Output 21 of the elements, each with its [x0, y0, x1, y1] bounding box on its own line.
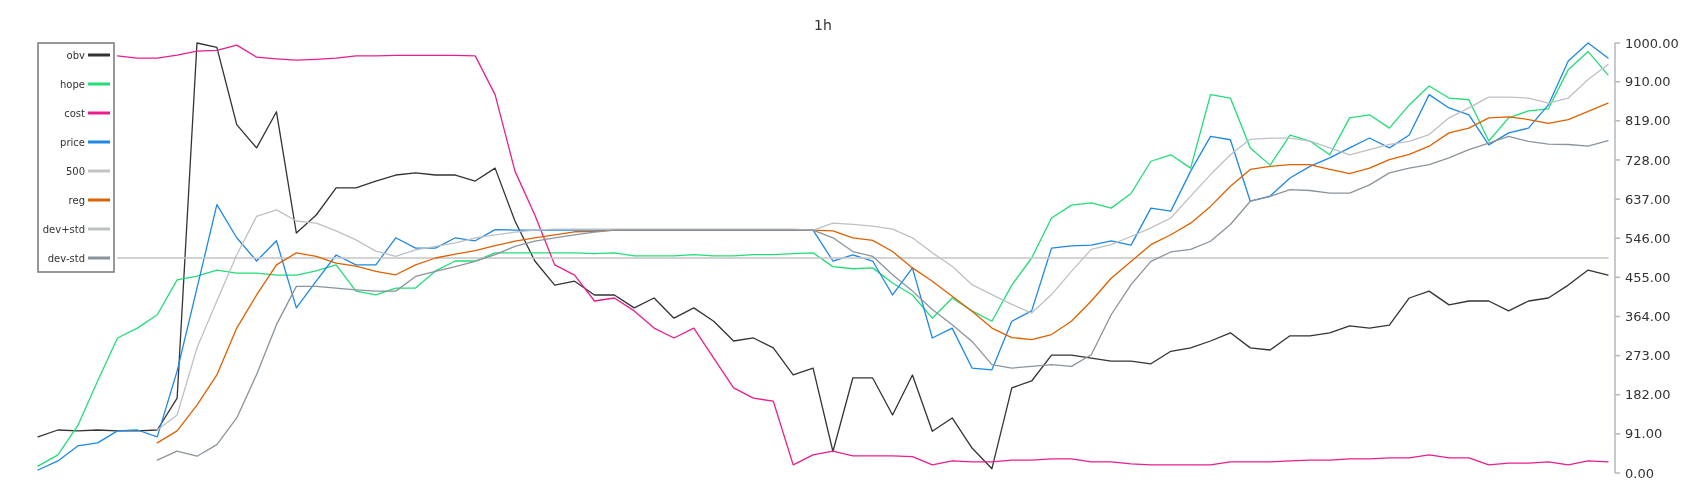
- y-tick-label: 546.00: [1625, 230, 1671, 246]
- legend-label: obv: [66, 49, 86, 61]
- y-tick-label: 273.00: [1625, 348, 1671, 364]
- legend-label: cost: [64, 107, 86, 119]
- legend-label: dev-std: [47, 252, 85, 264]
- y-tick-label: 1000.00: [1625, 35, 1679, 51]
- y-tick-label: 182.00: [1625, 387, 1671, 403]
- legend-label: 500: [65, 165, 85, 177]
- legend-label: dev+std: [42, 223, 85, 235]
- y-tick-label: 637.00: [1625, 191, 1671, 207]
- y-tick-label: 910.00: [1625, 74, 1671, 90]
- y-tick-label: 455.00: [1625, 269, 1671, 285]
- y-tick-label: 819.00: [1625, 113, 1671, 129]
- legend-label: reg: [68, 194, 85, 206]
- y-tick-label: 91.00: [1625, 426, 1663, 442]
- legend-label: hope: [60, 78, 85, 90]
- y-tick-label: 728.00: [1625, 152, 1671, 168]
- y-tick-label: 364.00: [1625, 309, 1671, 325]
- y-tick-label: 0.00: [1625, 465, 1654, 481]
- legend-label: price: [60, 136, 85, 148]
- chart-title: 1h: [814, 17, 832, 33]
